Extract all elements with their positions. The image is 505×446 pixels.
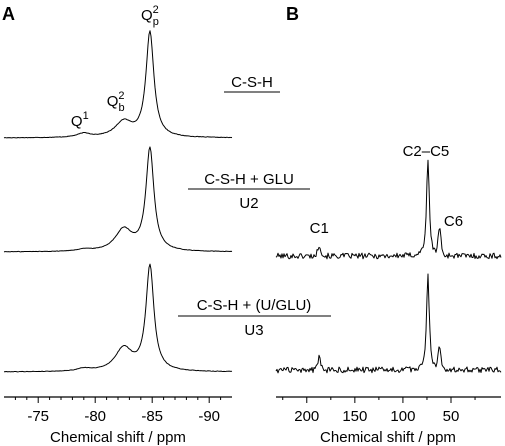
x-tick-label-b-3: 50 (443, 408, 460, 425)
panel-label-a: A (2, 4, 15, 24)
spectrum-b-u3 (275, 273, 502, 374)
peak-label-q2p: Q2 p (141, 4, 159, 28)
peak-label-q2b: Q2 b (107, 90, 125, 114)
sample-label-csh: C-S-H (231, 74, 273, 91)
panel-label-b: B (286, 4, 299, 24)
spectrum-a-c-s-h-u-glu-u3 (3, 263, 233, 373)
spectrum-a-c-s-h-glu-u2 (3, 146, 233, 253)
peak-label-c6: C6 (444, 213, 463, 230)
panel-a: Q1 Q2 b Q2 p C-S-H C-S-H + GLU U2 C-S-H + (U… (3, 4, 331, 446)
spectrum-a-c-s-h (3, 30, 233, 139)
x-tick-label-a-2: -85 (141, 408, 163, 425)
sample-label-csh-glu: C-S-H + GLU (204, 171, 294, 188)
x-axis-label-b: Chemical shift / ppm (320, 429, 456, 446)
x-tick-label-b-0: 200 (294, 408, 319, 425)
x-tick-label-a-0: -75 (27, 408, 49, 425)
x-tick-label-a-3: -90 (198, 408, 220, 425)
x-axis-label-a: Chemical shift / ppm (50, 429, 186, 446)
sample-label-csh-u-glu: C-S-H + (U/GLU) (197, 297, 312, 314)
sample-label-u3: U3 (244, 322, 263, 339)
x-tick-label-a-1: -80 (84, 408, 106, 425)
peak-label-c1: C1 (310, 220, 329, 237)
spectrum-b-u2 (275, 159, 502, 260)
x-tick-label-b-2: 100 (390, 408, 415, 425)
panel-b: C1 C2–C5 C6 200 150 100 50 Chemical shift / p… (275, 143, 502, 446)
x-tick-label-b-1: 150 (342, 408, 367, 425)
sample-label-u2: U2 (239, 195, 258, 212)
peak-label-q1: Q1 (71, 110, 89, 130)
peak-label-c2-c5: C2–C5 (403, 143, 450, 160)
